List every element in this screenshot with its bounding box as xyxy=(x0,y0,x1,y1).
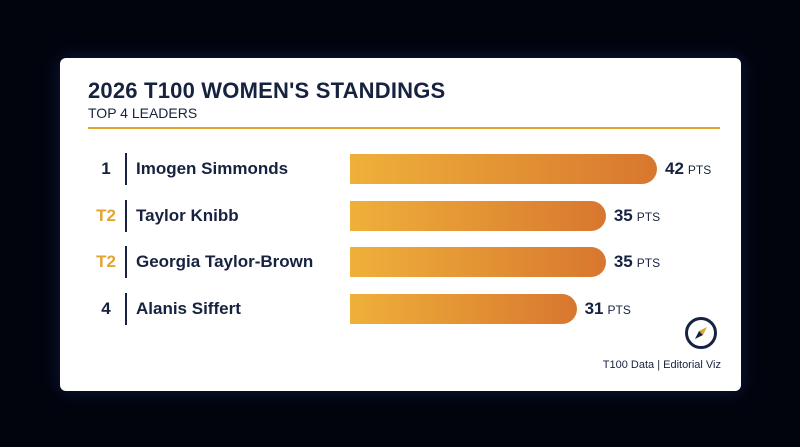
points-value: 42 PTS xyxy=(665,151,711,187)
chart-title: 2026 T100 WOMEN'S STANDINGS xyxy=(88,78,446,103)
points-unit: PTS xyxy=(636,256,661,270)
rank-separator xyxy=(125,153,127,185)
standings-row: 1 Imogen Simmonds 42 PTS xyxy=(60,151,741,187)
points-value: 35 PTS xyxy=(614,244,660,280)
rank-label: 1 xyxy=(101,159,111,178)
athlete-name: Imogen Simmonds xyxy=(136,159,289,178)
points-bar xyxy=(350,154,657,184)
points-number: 42 xyxy=(665,159,684,178)
points-number: 35 xyxy=(613,205,633,225)
standings-row: 4 Alanis Siffert 31 PTS xyxy=(60,291,741,327)
standings-row: T2 Taylor Knibb 35 PTS xyxy=(60,198,741,234)
points-bar xyxy=(350,200,606,231)
standings-card: 2026 T100 WOMEN'S STANDINGS TOP 4 LEADER… xyxy=(60,58,741,391)
points-unit: PTS xyxy=(636,209,661,224)
points-bar xyxy=(350,293,577,324)
title-divider xyxy=(88,127,720,129)
rank-label: 4 xyxy=(101,298,111,318)
athlete-name: Alanis Siffert xyxy=(136,298,241,318)
source-credit: T100 Data | Editorial Viz xyxy=(602,359,721,371)
rank-separator xyxy=(125,246,127,278)
rank-separator xyxy=(125,199,127,232)
points-unit: PTS xyxy=(607,302,631,317)
points-number: 31 xyxy=(584,298,604,318)
rank-label: T2 xyxy=(96,205,116,225)
points-value: 31 PTS xyxy=(585,291,631,327)
compass-icon xyxy=(685,317,717,349)
athlete-name: Georgia Taylor-Brown xyxy=(136,252,314,271)
points-bar xyxy=(350,247,606,277)
standings-row: T2 Georgia Taylor-Brown 35 PTS xyxy=(60,244,741,280)
athlete-name: Taylor Knibb xyxy=(136,205,239,225)
points-value: 35 PTS xyxy=(614,198,660,234)
points-unit: PTS xyxy=(687,163,712,177)
chart-subtitle: TOP 4 LEADERS xyxy=(88,105,198,121)
rank-label: T2 xyxy=(96,252,116,271)
rank-separator xyxy=(125,292,127,325)
points-number: 35 xyxy=(613,252,633,271)
